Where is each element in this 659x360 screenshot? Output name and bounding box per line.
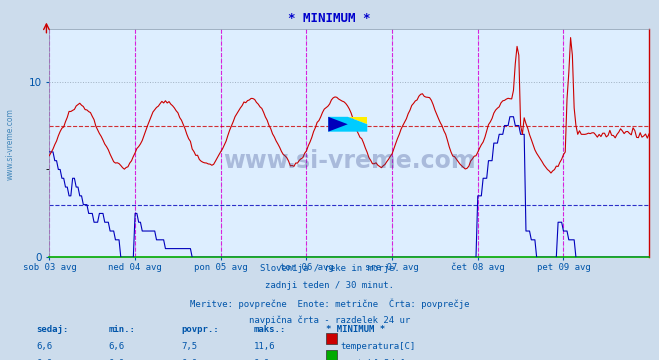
Text: 0,0: 0,0 [181,359,197,360]
Text: maks.:: maks.: [254,325,286,334]
Text: * MINIMUM *: * MINIMUM * [288,12,371,25]
Text: 6,6: 6,6 [36,342,52,351]
Polygon shape [328,117,367,132]
Text: povpr.:: povpr.: [181,325,219,334]
Text: 7,5: 7,5 [181,342,197,351]
Text: min.:: min.: [109,325,136,334]
Text: 11,6: 11,6 [254,342,275,351]
Text: 0,0: 0,0 [109,359,125,360]
Text: 6,6: 6,6 [109,342,125,351]
Text: 0,0: 0,0 [36,359,52,360]
Text: navpična črta - razdelek 24 ur: navpična črta - razdelek 24 ur [249,315,410,325]
Text: zadnji teden / 30 minut.: zadnji teden / 30 minut. [265,281,394,290]
Text: sedaj:: sedaj: [36,325,69,334]
Text: 0,0: 0,0 [254,359,270,360]
Text: pretok[m3/s]: pretok[m3/s] [341,359,405,360]
Text: Meritve: povprečne  Enote: metrične  Črta: povprečje: Meritve: povprečne Enote: metrične Črta:… [190,298,469,309]
Text: * MINIMUM *: * MINIMUM * [326,325,386,334]
Polygon shape [328,117,348,132]
Text: temperatura[C]: temperatura[C] [341,342,416,351]
Text: www.si-vreme.com: www.si-vreme.com [223,149,476,174]
Polygon shape [348,117,367,124]
Text: www.si-vreme.com: www.si-vreme.com [5,108,14,180]
Text: Slovenija / reke in morje.: Slovenija / reke in morje. [260,264,399,273]
